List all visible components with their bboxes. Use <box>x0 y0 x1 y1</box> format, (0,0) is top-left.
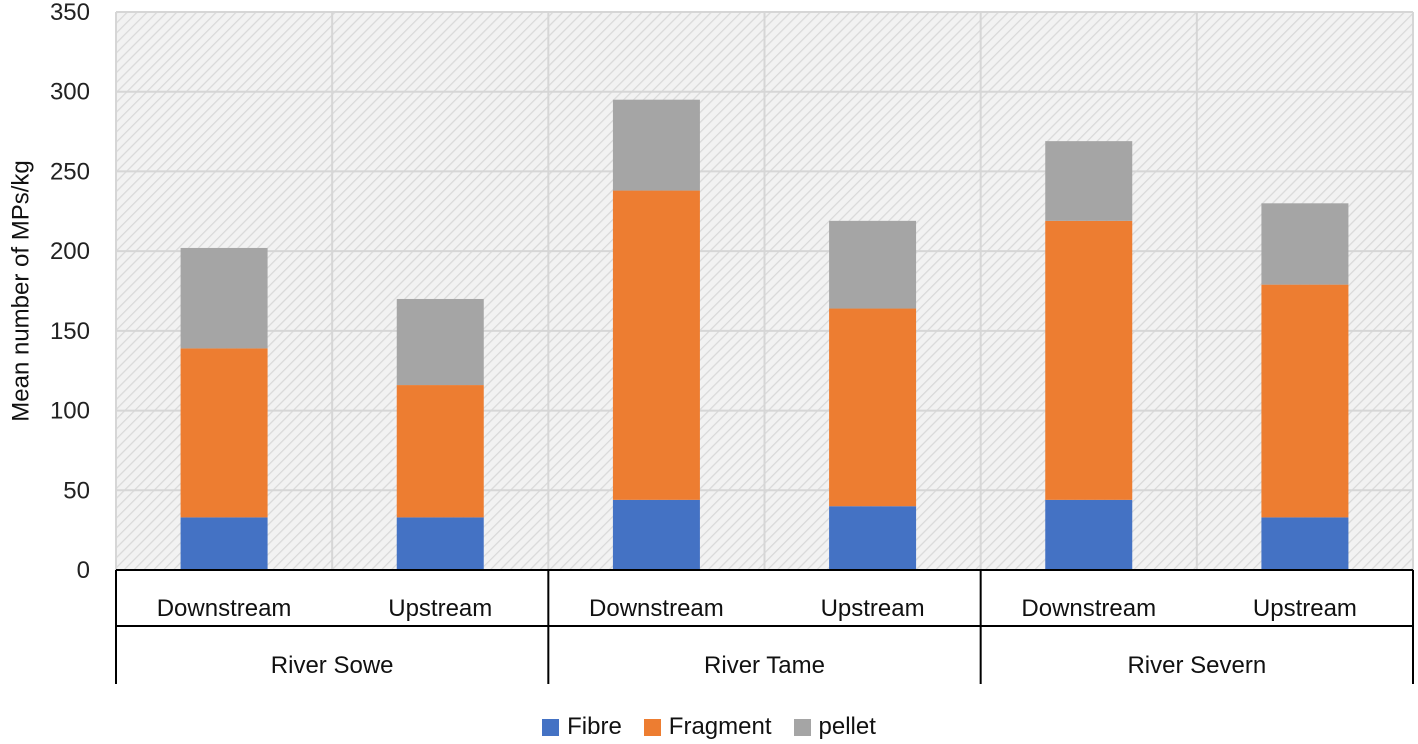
legend-swatch <box>643 718 661 736</box>
legend-label: Fragment <box>668 713 772 740</box>
bar-segment-fibre <box>829 506 917 570</box>
y-tick-label: 200 <box>50 238 90 265</box>
bar-segment-pellet <box>396 298 484 386</box>
legend-item-fragment: Fragment <box>643 713 772 741</box>
x-group-label: River Sowe <box>271 652 394 679</box>
legend-swatch <box>793 718 811 736</box>
bars <box>180 99 1349 570</box>
bar-segment-fragment <box>829 308 917 507</box>
y-tick-label: 350 <box>50 0 90 26</box>
bar-segment-fibre <box>1261 517 1349 570</box>
y-tick-label: 100 <box>50 398 90 425</box>
bar-segment-fibre <box>1045 499 1133 570</box>
y-axis-title: Mean number of MPs/kg <box>7 160 34 421</box>
bar-segment-fibre <box>396 517 484 570</box>
x-category-label: Downstream <box>1021 595 1156 622</box>
bar-segment-fibre <box>612 499 700 570</box>
x-category-label: Downstream <box>157 595 292 622</box>
x-axis: Downstream Upstream River Sowe Downstream Up… <box>115 569 1414 684</box>
legend-item-pellet: pellet <box>793 713 876 741</box>
legend-item-fibre: Fibre <box>542 713 622 741</box>
bar-segment-fragment <box>1045 220 1133 500</box>
y-tick-label: 0 <box>77 557 90 584</box>
bar-segment-fragment <box>396 385 484 518</box>
bar-segment-fibre <box>180 517 268 570</box>
bar-segment-fragment <box>180 348 268 518</box>
y-tick-label: 250 <box>50 158 90 185</box>
bar-segment-pellet <box>1045 141 1133 221</box>
legend-swatch <box>542 718 560 736</box>
bar-segment-fragment <box>612 190 700 500</box>
x-category-label: Upstream <box>1253 595 1357 622</box>
bar-segment-pellet <box>1261 203 1349 285</box>
y-axis-ticks: 0 50 100 150 200 250 300 350 <box>50 0 90 584</box>
legend: Fibre Fragment pellet <box>0 710 1418 744</box>
legend-label: pellet <box>818 713 876 740</box>
x-group-label: River Tame <box>704 652 825 679</box>
legend-label: Fibre <box>567 713 622 740</box>
y-tick-label: 150 <box>50 318 90 345</box>
gridlines <box>115 11 1414 570</box>
x-category-label: Downstream <box>589 595 724 622</box>
bar-segment-pellet <box>180 247 268 349</box>
bar-segment-pellet <box>612 99 700 191</box>
x-category-label: Upstream <box>388 595 492 622</box>
y-tick-label: 50 <box>63 477 90 504</box>
bar-segment-fragment <box>1261 284 1349 518</box>
x-category-label: Upstream <box>821 595 925 622</box>
x-group-label: River Severn <box>1127 652 1266 679</box>
bar-segment-pellet <box>829 220 917 309</box>
y-tick-label: 300 <box>50 79 90 106</box>
